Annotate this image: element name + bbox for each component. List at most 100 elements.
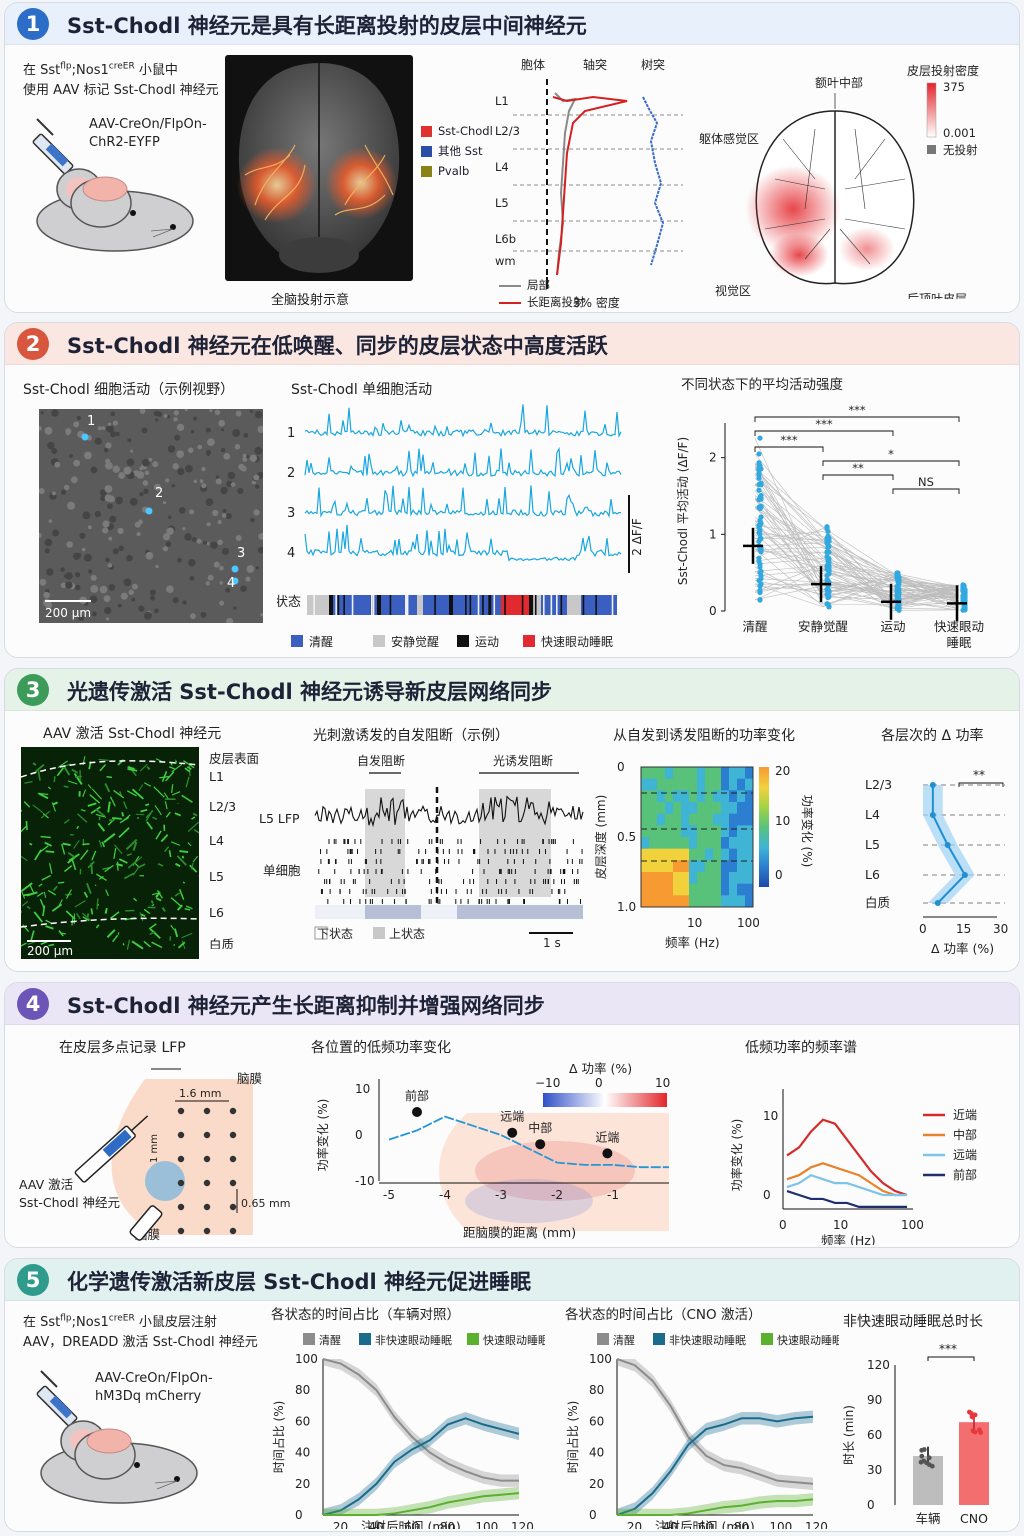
brain-projection-render (225, 55, 413, 281)
x-tick-label: 100 (737, 916, 760, 930)
histology-fiber (139, 912, 144, 922)
trace-scale-label: 2 ΔF/F (630, 518, 644, 556)
section-number-badge: 1 (17, 8, 49, 40)
series-line (616, 1358, 814, 1485)
state-time-cno-chart: 各状态的时间占比（CNO 激活） 清醒 非快速眼动睡眠 快速眼动睡眠 0 20 40 60 80… (565, 1307, 839, 1529)
electrode-site (177, 1227, 185, 1235)
data-point (895, 585, 901, 591)
data-point (756, 497, 762, 503)
heatmap-cell (689, 802, 698, 815)
fov-texture (212, 509, 219, 517)
fov-texture (177, 557, 182, 563)
legend-label: 近端 (953, 1108, 977, 1122)
map-area-border (839, 228, 871, 265)
recording-point (602, 1148, 613, 1159)
fov-texture (217, 520, 222, 525)
fov-texture (65, 581, 73, 589)
fov-texture (155, 564, 159, 569)
histology-fiber (30, 930, 35, 941)
heatmap-cell (721, 848, 730, 861)
histology-fiber (101, 841, 106, 848)
histology-fiber (159, 775, 170, 779)
heatmap-cell (729, 802, 738, 815)
y-tick-label: 0 (617, 760, 625, 774)
fov-texture (242, 457, 248, 462)
histology-fiber (57, 881, 65, 884)
section-body: AAV 激活 Sst-Chodl 神经元 200 μm 皮层表面 L1 L2/3 L4… (5, 711, 1019, 971)
histology-fiber (76, 913, 81, 920)
significance-bracket (958, 782, 1004, 787)
layer-label: L5 (865, 837, 880, 852)
category-label: 运动 (880, 619, 905, 634)
state-strip (457, 905, 583, 919)
paired-line (754, 540, 960, 590)
fov-texture (76, 415, 81, 420)
y-tick-label: 2 (709, 451, 717, 465)
series-line (322, 1417, 520, 1516)
fov-texture (219, 581, 223, 585)
fov-texture (123, 578, 132, 587)
fov-texture (145, 551, 154, 560)
histology-fiber (73, 840, 80, 849)
histology-fiber (125, 838, 138, 851)
fov-texture (52, 529, 60, 537)
histology-fiber (86, 882, 92, 895)
histology-fiber (65, 910, 76, 920)
y-axis-label: 功率变化 (%) (315, 1099, 330, 1172)
activity-trace (304, 485, 622, 518)
data-point (756, 451, 762, 457)
light-label: 光诱发阻断 (493, 753, 553, 768)
histology-fiber (123, 872, 135, 880)
heatmap-cell (681, 825, 690, 838)
significance-bracket (754, 430, 894, 436)
fov-texture (182, 527, 186, 531)
x-tick-label: 20 (627, 1520, 642, 1529)
fov-texture (218, 565, 224, 571)
histology-fiber (133, 897, 138, 902)
heatmap-cell (705, 848, 714, 861)
legend-label: 快速眼动睡眠 (483, 1334, 545, 1347)
heatmap-cell (697, 790, 706, 803)
y-tick-label: 0 (763, 1188, 771, 1202)
histology-fiber (174, 812, 181, 817)
data-point (926, 1455, 932, 1461)
cortex-shading (439, 1113, 669, 1231)
fov-texture (44, 426, 53, 435)
heatmap-cell (737, 895, 746, 908)
histology-fiber (38, 792, 49, 800)
y-tick-label: 60 (295, 1414, 310, 1428)
histology-fiber (135, 813, 145, 816)
data-point (895, 570, 901, 576)
section-header: 1 Sst-Chodl 神经元是具有长距离投射的皮层中间神经元 (5, 3, 1019, 45)
fov-texture (207, 438, 215, 446)
significance-bracket (892, 488, 960, 494)
fov-texture (110, 411, 116, 417)
x-axis-label: 距脑膜的距离 (mm) (463, 1225, 576, 1240)
fov-texture (172, 596, 179, 604)
fov-texture (207, 574, 214, 581)
colorbar-tick: −10 (535, 1076, 560, 1090)
histology-fiber (187, 842, 192, 847)
section-1: 1 Sst-Chodl 神经元是具有长距离投射的皮层中间神经元 在 Sstflp… (4, 2, 1020, 313)
significance-bracket (822, 460, 960, 466)
electrode-site (229, 1179, 237, 1187)
histology-fiber (44, 841, 52, 847)
histology-fiber (33, 911, 44, 923)
heatmap-cell (697, 883, 706, 896)
histology-fiber (106, 929, 116, 938)
fov-texture (107, 563, 113, 568)
histology-fiber (118, 827, 130, 838)
heatmap-cell (737, 860, 746, 873)
category-label: 清醒 (742, 619, 768, 634)
fov-texture (206, 541, 210, 546)
layer-point (929, 812, 936, 818)
heatmap-cell (665, 802, 674, 815)
legend-swatch (421, 145, 432, 157)
fov-texture (107, 422, 112, 426)
histology-fiber (77, 813, 88, 823)
state-tick (469, 595, 472, 615)
histology-fiber (126, 790, 137, 797)
legend-swatch (303, 1333, 315, 1345)
intro-mid: ;Nos1 (71, 63, 109, 78)
fov-texture (39, 578, 47, 586)
